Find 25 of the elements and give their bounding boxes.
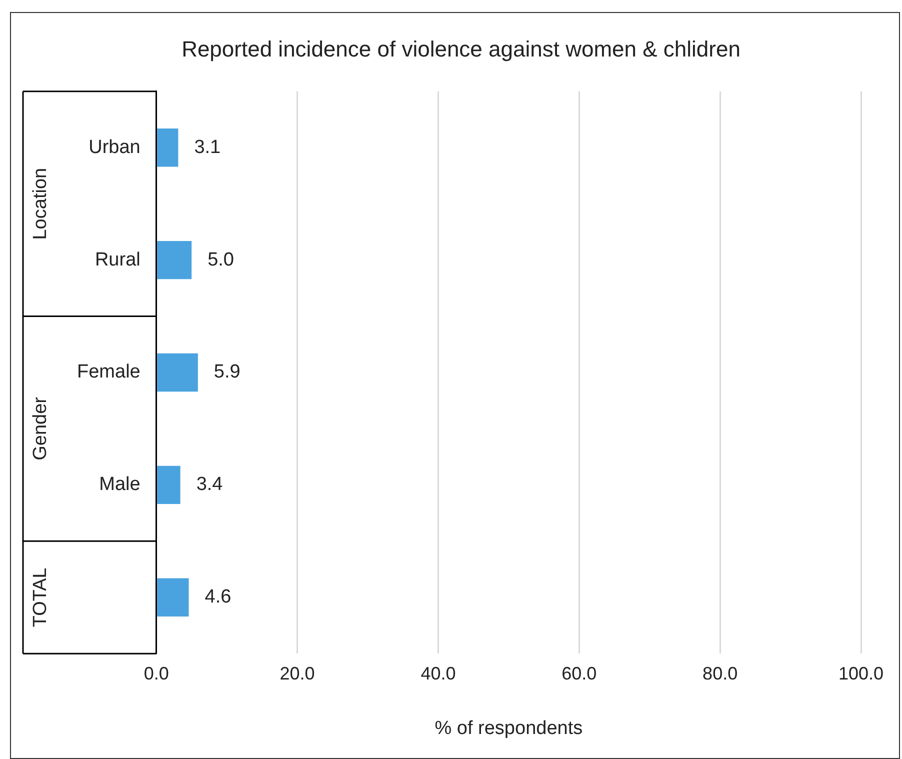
x-tick-label: 0.0 bbox=[144, 663, 169, 684]
x-tick-label: 40.0 bbox=[420, 663, 456, 684]
text: TOTAL bbox=[30, 568, 52, 628]
text: Gender bbox=[30, 396, 52, 460]
bar bbox=[157, 578, 189, 616]
data-label: 4.6 bbox=[204, 586, 232, 608]
bar bbox=[157, 240, 192, 280]
x-tick-label: 20.0 bbox=[280, 663, 315, 684]
data-label: 5.9 bbox=[214, 362, 240, 383]
y-tick-label: Male bbox=[99, 474, 140, 496]
y-tick-label: Urban bbox=[88, 136, 140, 158]
bar bbox=[157, 353, 198, 392]
y-tick-label: Female bbox=[76, 362, 140, 383]
chart-title: Reported incidence of violence against women & chlidren bbox=[182, 36, 740, 62]
x-tick-label: 80.0 bbox=[702, 663, 738, 684]
x-axis-title: % of respondents bbox=[434, 718, 583, 739]
bar bbox=[157, 466, 180, 504]
y-tick-label: Rural bbox=[94, 249, 140, 270]
bar bbox=[157, 128, 178, 167]
text: Location bbox=[30, 168, 52, 240]
x-tick-label: 60.0 bbox=[562, 663, 597, 684]
data-label: 3.1 bbox=[194, 136, 221, 158]
data-label: 3.4 bbox=[196, 474, 224, 496]
data-label: 5.0 bbox=[208, 249, 234, 270]
x-tick-label: 100.0 bbox=[838, 663, 884, 684]
